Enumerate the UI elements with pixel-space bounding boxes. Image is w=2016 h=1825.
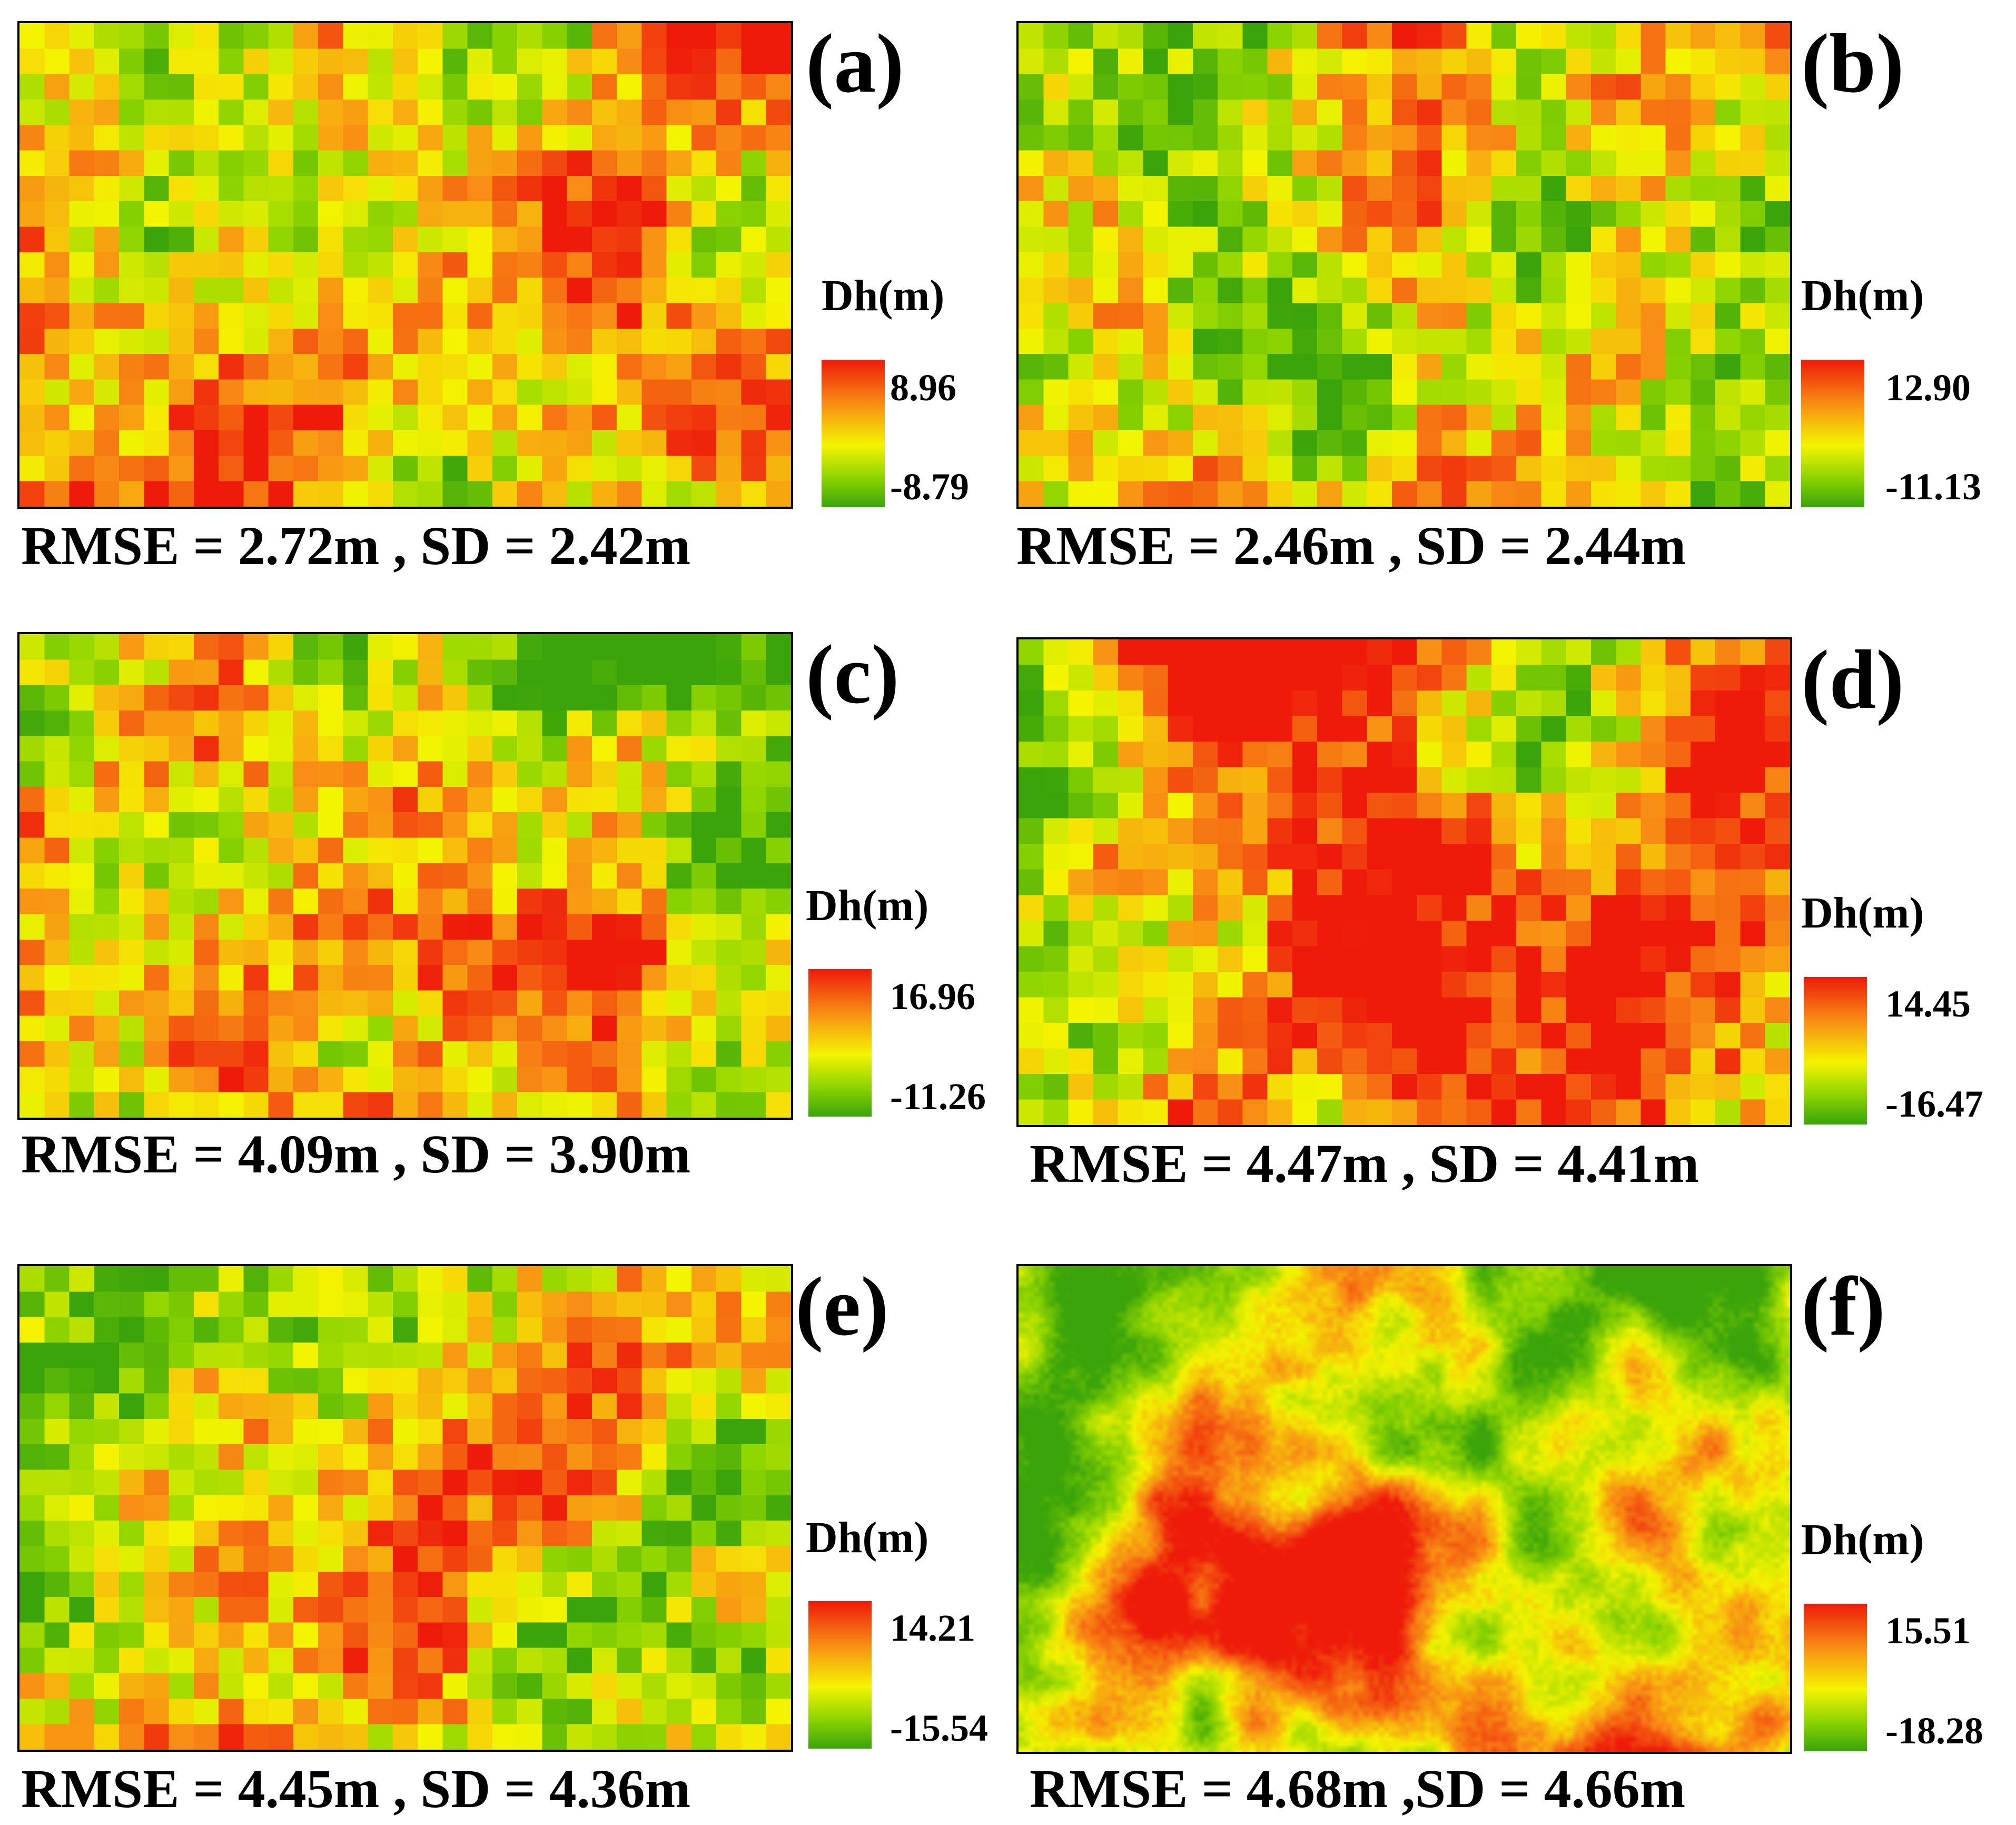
legend-min-b: -11.13 bbox=[1885, 466, 1982, 508]
caption-d: RMSE = 4.47m , SD = 4.41m bbox=[1030, 1133, 1699, 1194]
legend-bar-e bbox=[808, 1601, 872, 1749]
heatmap-d-canvas bbox=[1019, 639, 1790, 1125]
heatmap-c bbox=[17, 632, 793, 1120]
legend-max-f: 15.51 bbox=[1885, 1610, 1971, 1652]
heatmap-b bbox=[1016, 21, 1792, 509]
legend-min-e: -15.54 bbox=[890, 1707, 988, 1749]
caption-f: RMSE = 4.68m ,SD = 4.66m bbox=[1030, 1759, 1686, 1819]
legend-title-e: Dh(m) bbox=[806, 1513, 929, 1562]
caption-e: RMSE = 4.45m , SD = 4.36m bbox=[21, 1759, 691, 1819]
heatmap-f bbox=[1016, 1264, 1792, 1754]
legend-bar-f bbox=[1804, 1604, 1867, 1751]
legend-title-c: Dh(m) bbox=[806, 881, 929, 930]
heatmap-a bbox=[17, 21, 793, 509]
panel-label-f: (f) bbox=[1801, 1259, 1885, 1353]
legend-title-b: Dh(m) bbox=[1801, 271, 1924, 320]
heatmap-a-canvas bbox=[19, 23, 791, 507]
heatmap-f-canvas bbox=[1019, 1266, 1790, 1752]
heatmap-b-canvas bbox=[1019, 23, 1790, 507]
legend-title-f: Dh(m) bbox=[1801, 1515, 1924, 1564]
legend-max-d: 14.45 bbox=[1885, 983, 1971, 1025]
legend-title-d: Dh(m) bbox=[1801, 889, 1924, 938]
caption-a: RMSE = 2.72m , SD = 2.42m bbox=[21, 516, 691, 576]
heatmap-c-canvas bbox=[19, 634, 791, 1118]
heatmap-e-canvas bbox=[19, 1266, 791, 1750]
caption-c: RMSE = 4.09m , SD = 3.90m bbox=[21, 1124, 691, 1185]
legend-min-d: -16.47 bbox=[1885, 1083, 1983, 1125]
legend-max-e: 14.21 bbox=[890, 1607, 975, 1649]
legend-bar-c bbox=[808, 969, 872, 1117]
legend-bar-b bbox=[1801, 360, 1864, 507]
legend-min-c: -11.26 bbox=[890, 1076, 986, 1118]
legend-max-b: 12.90 bbox=[1885, 367, 1971, 409]
legend-bar-a bbox=[822, 360, 885, 507]
legend-max-a: 8.96 bbox=[890, 367, 956, 409]
panel-label-d: (d) bbox=[1801, 633, 1904, 726]
panel-label-e: (e) bbox=[795, 1259, 889, 1353]
legend-max-c: 16.96 bbox=[890, 975, 975, 1018]
legend-min-a: -8.79 bbox=[890, 466, 969, 508]
legend-min-f: -18.28 bbox=[1885, 1710, 1983, 1752]
legend-bar-d bbox=[1804, 977, 1867, 1124]
panel-label-b: (b) bbox=[1801, 16, 1904, 110]
panel-label-a: (a) bbox=[806, 16, 904, 110]
caption-b: RMSE = 2.46m , SD = 2.44m bbox=[1016, 516, 1686, 576]
heatmap-e bbox=[17, 1264, 793, 1752]
heatmap-d bbox=[1016, 637, 1792, 1127]
legend-title-a: Dh(m) bbox=[822, 271, 945, 320]
panel-label-c: (c) bbox=[806, 627, 900, 721]
